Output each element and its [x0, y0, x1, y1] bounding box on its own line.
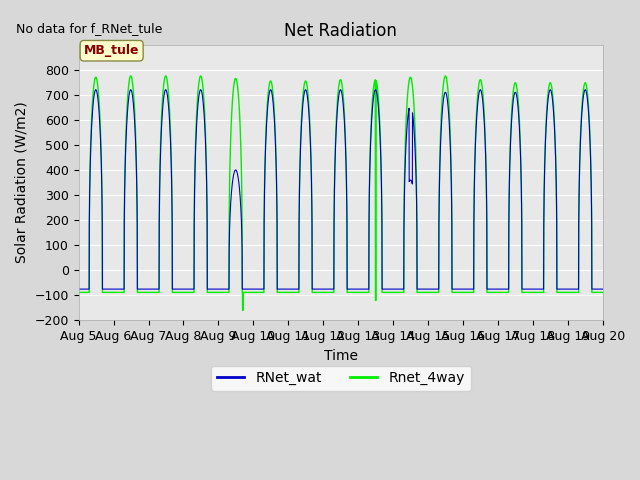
- Rnet_4way: [299, 95, 307, 101]
- Rnet_4way: [135, 289, 143, 295]
- RNet_wat: [92, 87, 100, 93]
- RNet_wat: [166, 121, 173, 127]
- RNet_wat: [589, 286, 596, 292]
- Rnet_4way: [276, 289, 284, 295]
- RNet_wat: [299, 105, 307, 110]
- Title: Net Radiation: Net Radiation: [284, 22, 397, 40]
- RNet_wat: [599, 286, 607, 292]
- Line: Rnet_4way: Rnet_4way: [79, 76, 603, 311]
- Rnet_4way: [599, 289, 607, 295]
- RNet_wat: [276, 286, 284, 292]
- Rnet_4way: [75, 289, 83, 295]
- Rnet_4way: [532, 289, 540, 295]
- Rnet_4way: [589, 289, 596, 295]
- Line: RNet_wat: RNet_wat: [79, 90, 603, 289]
- RNet_wat: [75, 286, 83, 292]
- Text: MB_tule: MB_tule: [84, 44, 140, 57]
- Rnet_4way: [166, 110, 173, 116]
- X-axis label: Time: Time: [324, 349, 358, 363]
- Rnet_4way: [239, 308, 246, 313]
- Legend: RNet_wat, Rnet_4way: RNet_wat, Rnet_4way: [211, 365, 470, 391]
- Text: No data for f_RNet_tule: No data for f_RNet_tule: [16, 23, 162, 36]
- Y-axis label: Solar Radiation (W/m2): Solar Radiation (W/m2): [15, 102, 29, 264]
- RNet_wat: [532, 286, 540, 292]
- Rnet_4way: [127, 73, 134, 79]
- RNet_wat: [135, 286, 143, 292]
